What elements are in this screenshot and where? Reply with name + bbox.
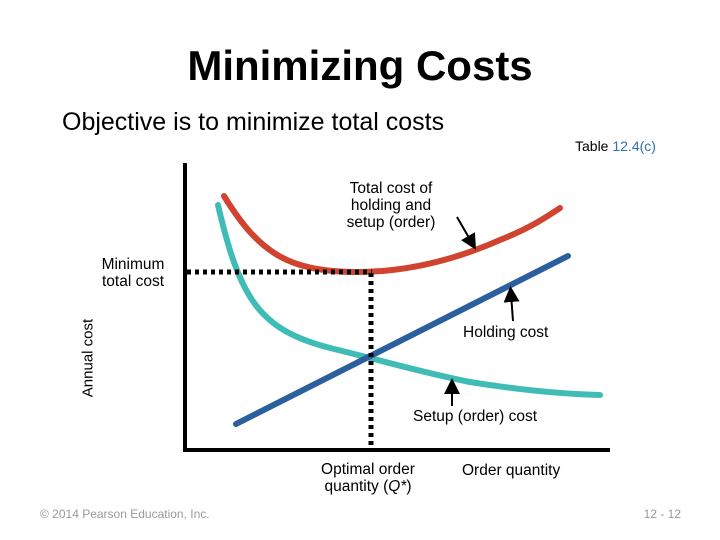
x-axis-label: Order quantity xyxy=(462,462,561,479)
optimal-q-symbol: Q* xyxy=(388,478,407,495)
total-cost-label: Total cost of holding and setup (order) xyxy=(330,180,452,231)
optimal-label-suffix: ) xyxy=(406,478,412,495)
slide-subtitle: Objective is to minimize total costs xyxy=(62,108,445,136)
optimal-label-line2: quantity (Q*) xyxy=(302,478,434,495)
total-cost-label-line: Total cost of xyxy=(349,180,433,197)
table-ref-prefix: Table xyxy=(575,138,613,154)
y-axis-label: Annual cost xyxy=(79,318,97,398)
total-cost-curve xyxy=(221,193,563,276)
total-cost-arrow xyxy=(456,216,476,250)
total-cost-label-line: setup (order) xyxy=(346,214,436,231)
table-reference: Table 12.4(c) xyxy=(575,138,656,154)
minimum-label-line: total cost xyxy=(101,273,165,290)
setup-cost-label: Setup (order) cost xyxy=(413,408,538,425)
minimum-label-line: Minimum xyxy=(101,256,165,273)
setup-cost-curve xyxy=(215,202,603,398)
minimum-total-cost-label: Minimum total cost xyxy=(92,256,174,290)
optimal-label-line1: Optimal order xyxy=(321,461,415,478)
page-number: 12 - 12 xyxy=(643,507,681,521)
holding-cost-label: Holding cost xyxy=(463,324,549,341)
total-cost-label-line: holding and xyxy=(350,197,432,214)
copyright-notice: © 2014 Pearson Education, Inc. xyxy=(40,507,210,521)
table-ref-number: 12.4(c) xyxy=(612,138,656,154)
holding-cost-arrow xyxy=(503,286,520,322)
slide-title: Minimizing Costs xyxy=(187,42,533,89)
optimal-order-quantity-label: Optimal order quantity (Q*) xyxy=(302,461,434,495)
holding-cost-line xyxy=(233,253,571,427)
optimal-label-prefix: quantity ( xyxy=(324,478,389,495)
